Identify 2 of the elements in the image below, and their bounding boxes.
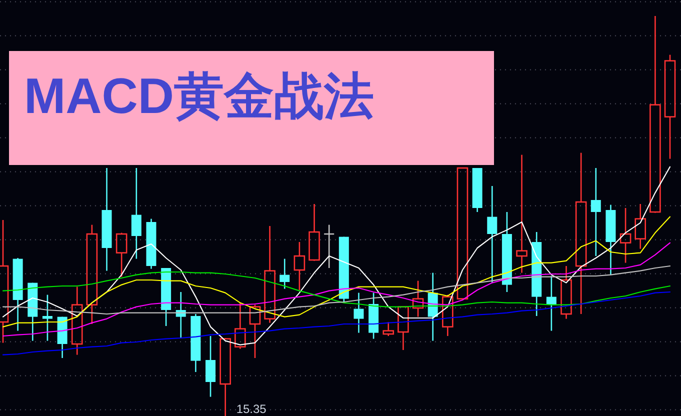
annotation: 15.35	[236, 402, 266, 416]
title: MACD黄金战法	[9, 51, 494, 165]
